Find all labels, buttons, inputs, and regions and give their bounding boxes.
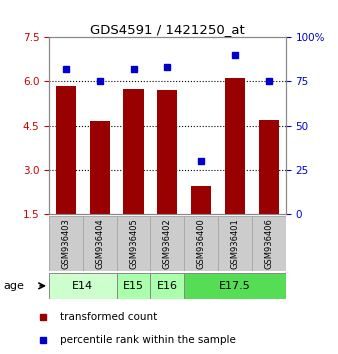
Text: E16: E16 xyxy=(157,281,178,291)
Bar xyxy=(252,216,286,271)
Text: E15: E15 xyxy=(123,281,144,291)
Text: E14: E14 xyxy=(72,281,93,291)
Bar xyxy=(49,216,83,271)
Text: GSM936401: GSM936401 xyxy=(231,218,239,269)
Bar xyxy=(218,216,252,271)
Bar xyxy=(150,273,184,299)
Bar xyxy=(150,216,184,271)
Text: GSM936400: GSM936400 xyxy=(197,218,206,269)
Title: GDS4591 / 1421250_at: GDS4591 / 1421250_at xyxy=(90,23,245,36)
Text: GSM936402: GSM936402 xyxy=(163,218,172,269)
Text: GSM936405: GSM936405 xyxy=(129,218,138,269)
Bar xyxy=(184,273,286,299)
Bar xyxy=(259,120,279,214)
Bar xyxy=(83,216,117,271)
Text: transformed count: transformed count xyxy=(60,312,158,322)
Text: GSM936403: GSM936403 xyxy=(62,218,70,269)
Bar xyxy=(123,89,144,214)
Text: GSM936406: GSM936406 xyxy=(264,218,273,269)
Bar xyxy=(191,186,211,214)
Bar xyxy=(56,86,76,214)
Bar xyxy=(49,273,117,299)
Text: age: age xyxy=(3,281,24,291)
Text: percentile rank within the sample: percentile rank within the sample xyxy=(60,335,236,346)
Bar xyxy=(117,273,150,299)
Bar xyxy=(117,216,150,271)
Text: E17.5: E17.5 xyxy=(219,281,251,291)
Bar xyxy=(225,79,245,214)
Text: GSM936404: GSM936404 xyxy=(95,218,104,269)
Bar xyxy=(157,90,177,214)
Bar xyxy=(90,121,110,214)
Bar xyxy=(184,216,218,271)
